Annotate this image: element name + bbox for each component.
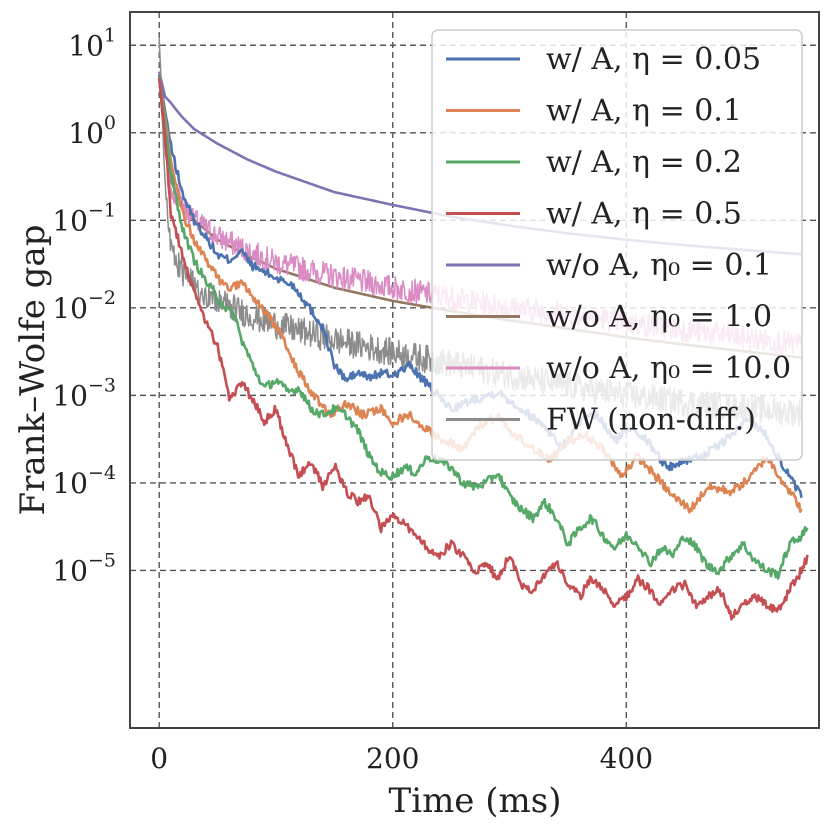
y-tick-base: 10 [52,554,88,587]
legend-label: w/o A, η₀ = 1.0 [546,300,772,335]
legend-label: FW (non-diff.) [546,403,756,438]
series-line [157,77,809,580]
y-tick-base: 10 [52,379,88,412]
y-tick-label: 10−5 [52,549,116,587]
x-tick-label: 0 [150,742,168,775]
legend-label: w/ A, η = 0.2 [546,145,742,180]
x-axis-label: Time (ms) [389,781,562,821]
legend-label: w/ A, η = 0.05 [546,42,761,77]
plot-area-frame [129,11,820,729]
series-line [157,78,809,621]
y-tick-exponent: −2 [88,287,116,309]
y-tick-base: 10 [52,292,88,325]
y-tick-label: 101 [68,24,116,62]
y-tick-label: 10−1 [52,199,116,237]
y-tick-label: 100 [68,112,116,150]
legend-label: w/o A, η₀ = 0.1 [546,248,772,283]
y-tick-label: 10−4 [52,462,116,500]
y-tick-exponent: 1 [104,24,116,46]
x-tick-label: 200 [366,742,419,775]
legend-box [431,29,803,461]
y-tick-label: 10−3 [52,374,116,412]
legend-label: w/o A, η₀ = 10.0 [546,351,791,386]
y-tick-exponent: 0 [104,112,116,134]
y-tick-base: 10 [52,204,88,237]
y-tick-base: 10 [52,467,88,500]
y-tick-exponent: −3 [88,374,116,396]
y-tick-exponent: −1 [88,199,116,221]
y-tick-base: 10 [68,117,104,150]
x-axis-ticks: 0 200 400 [150,742,653,775]
y-axis-label: Frank–Wolfe gap [13,225,53,516]
legend-label: w/ A, η = 0.1 [546,94,742,129]
legend: w/ A, η = 0.05 w/ A, η = 0.1 w/ A, η = 0.2… [431,29,803,461]
y-tick-label: 10−2 [52,287,116,325]
y-tick-exponent: −5 [88,549,116,571]
y-tick-exponent: −4 [88,462,116,484]
legend-items: w/ A, η = 0.05 w/ A, η = 0.1 w/ A, η = 0.2… [446,42,791,438]
x-tick-label: 400 [600,742,653,775]
legend-label: w/ A, η = 0.5 [546,197,742,232]
y-tick-base: 10 [68,29,104,62]
